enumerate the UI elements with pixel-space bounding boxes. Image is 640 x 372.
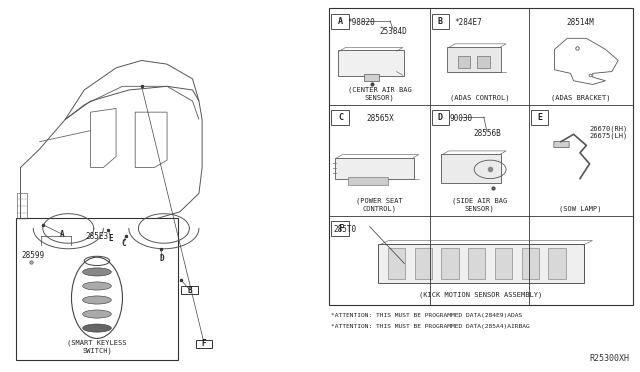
Text: 26670(RH): 26670(RH) — [589, 125, 628, 132]
FancyBboxPatch shape — [477, 57, 490, 68]
Text: A: A — [60, 230, 64, 239]
FancyBboxPatch shape — [431, 14, 449, 29]
Text: *ATTENTION: THIS MUST BE PROGRAMMED DATA(284E9)ADAS: *ATTENTION: THIS MUST BE PROGRAMMED DATA… — [331, 313, 522, 318]
Text: (SMART KEYLESS
SWITCH): (SMART KEYLESS SWITCH) — [67, 340, 127, 354]
Text: *ATTENTION: THIS MUST BE PROGRAMMED DATA(285A4)AIRBAG: *ATTENTION: THIS MUST BE PROGRAMMED DATA… — [331, 324, 529, 330]
FancyBboxPatch shape — [348, 177, 388, 185]
FancyBboxPatch shape — [378, 244, 584, 283]
FancyBboxPatch shape — [548, 248, 566, 279]
Text: C: C — [338, 113, 343, 122]
FancyBboxPatch shape — [441, 154, 501, 183]
Text: (CENTER AIR BAG
SENSOR): (CENTER AIR BAG SENSOR) — [348, 87, 412, 101]
Text: (SIDE AIR BAG
SENSOR): (SIDE AIR BAG SENSOR) — [452, 197, 507, 212]
Text: F: F — [202, 339, 206, 348]
FancyBboxPatch shape — [495, 248, 512, 279]
FancyBboxPatch shape — [388, 248, 405, 279]
Ellipse shape — [83, 310, 111, 318]
Text: 28565X: 28565X — [367, 114, 394, 123]
FancyBboxPatch shape — [16, 218, 178, 360]
FancyBboxPatch shape — [115, 240, 132, 248]
FancyBboxPatch shape — [522, 248, 539, 279]
Text: 26675(LH): 26675(LH) — [589, 132, 628, 139]
FancyBboxPatch shape — [447, 47, 501, 72]
FancyBboxPatch shape — [329, 9, 633, 305]
Text: E: E — [538, 113, 542, 122]
FancyBboxPatch shape — [332, 221, 349, 236]
FancyBboxPatch shape — [554, 141, 569, 148]
Text: B: B — [438, 17, 443, 26]
Ellipse shape — [83, 324, 111, 332]
FancyBboxPatch shape — [332, 110, 349, 125]
FancyBboxPatch shape — [531, 110, 548, 125]
FancyBboxPatch shape — [181, 286, 198, 294]
Text: 285E3: 285E3 — [85, 232, 109, 241]
FancyBboxPatch shape — [335, 158, 413, 179]
Ellipse shape — [83, 268, 111, 276]
Text: 28599: 28599 — [22, 251, 45, 260]
Text: R25300XH: R25300XH — [589, 354, 629, 363]
Text: D: D — [438, 113, 443, 122]
Text: D: D — [159, 254, 164, 263]
Text: F: F — [338, 224, 343, 233]
FancyBboxPatch shape — [415, 248, 432, 279]
FancyBboxPatch shape — [468, 248, 485, 279]
Text: (ADAS BRACKET): (ADAS BRACKET) — [551, 94, 611, 101]
FancyBboxPatch shape — [196, 340, 212, 348]
Text: (ADAS CONTROL): (ADAS CONTROL) — [449, 94, 509, 101]
Text: 28514M: 28514M — [566, 18, 594, 27]
FancyBboxPatch shape — [431, 110, 449, 125]
Text: 25384D: 25384D — [380, 27, 407, 36]
Text: C: C — [122, 240, 126, 248]
FancyBboxPatch shape — [458, 57, 470, 68]
Text: (POWER SEAT
CONTROL): (POWER SEAT CONTROL) — [356, 197, 403, 212]
FancyBboxPatch shape — [364, 74, 380, 81]
Text: *98820: *98820 — [348, 18, 375, 27]
Text: 285T0: 285T0 — [334, 225, 357, 234]
FancyBboxPatch shape — [442, 248, 459, 279]
Text: 90030: 90030 — [450, 114, 473, 123]
Ellipse shape — [83, 296, 111, 304]
Text: E: E — [109, 234, 113, 243]
FancyBboxPatch shape — [54, 231, 70, 239]
Text: (KICK MOTION SENSOR ASSEMBLY): (KICK MOTION SENSOR ASSEMBLY) — [419, 291, 543, 298]
Text: *284E7: *284E7 — [454, 18, 482, 27]
FancyBboxPatch shape — [102, 234, 119, 243]
FancyBboxPatch shape — [338, 51, 404, 76]
FancyBboxPatch shape — [154, 255, 170, 263]
Ellipse shape — [83, 282, 111, 290]
Text: A: A — [338, 17, 343, 26]
Text: 28556B: 28556B — [473, 129, 501, 138]
Text: (SOW LAMP): (SOW LAMP) — [559, 205, 602, 212]
FancyBboxPatch shape — [332, 14, 349, 29]
Text: B: B — [187, 286, 192, 295]
